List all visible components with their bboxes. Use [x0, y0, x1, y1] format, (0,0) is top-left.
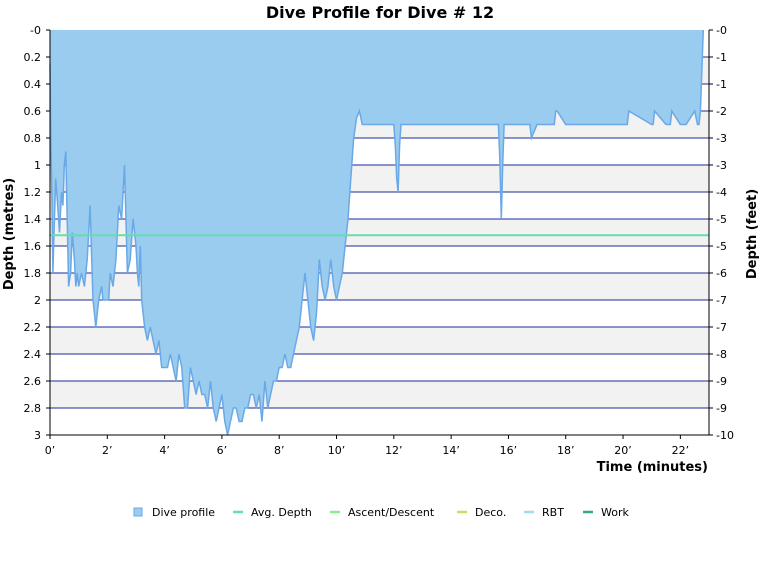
- y-tick-right-label: -5: [716, 213, 727, 226]
- x-tick-label: 2’: [102, 444, 113, 457]
- y-tick-left-label: 0.8: [24, 132, 42, 145]
- x-tick-label: 16’: [500, 444, 518, 457]
- y-tick-right-label: -2: [716, 105, 727, 118]
- dive-profile-area: [50, 30, 704, 435]
- chart-title: Dive Profile for Dive # 12: [266, 3, 494, 22]
- y-tick-left-label: 1.8: [24, 267, 42, 280]
- y-tick-right-label: -5: [716, 240, 727, 253]
- y-tick-right-label: -0: [716, 24, 727, 37]
- y-axis-title-left: Depth (metres): [2, 178, 17, 290]
- x-tick-label: 12’: [385, 444, 403, 457]
- y-tick-left-label: 1.4: [24, 213, 42, 226]
- legend-swatch-dive-profile: [133, 507, 143, 517]
- y-tick-right-label: -1: [716, 78, 727, 91]
- grid-band: [50, 354, 709, 381]
- y-tick-left-label: 0.2: [24, 51, 42, 64]
- y-tick-left-label: 3: [34, 429, 41, 442]
- y-axis-title-right: Depth (feet): [745, 189, 760, 279]
- y-tick-right-label: -8: [716, 348, 727, 361]
- x-tick-label: 6’: [217, 444, 228, 457]
- grid-band: [50, 408, 709, 435]
- dive-profile-area-layer: [49, 29, 705, 436]
- x-ticks: 0’ 2’ 4’ 6’ 8’ 10’ 12’ 14’ 16’ 18’ 20’ 22’: [45, 435, 689, 457]
- x-tick-label: 20’: [614, 444, 632, 457]
- y-tick-right-label: -7: [716, 321, 727, 334]
- y-tick-right-label: -6: [716, 267, 727, 280]
- y-tick-right-label: -9: [716, 402, 727, 415]
- y-tick-left-label: 0.6: [24, 105, 42, 118]
- legend-label: Dive profile: [152, 506, 215, 519]
- legend-label: Avg. Depth: [251, 506, 312, 519]
- x-tick-label: 22’: [672, 444, 690, 457]
- x-tick-label: 8’: [274, 444, 285, 457]
- x-tick-label: 0’: [45, 444, 56, 457]
- y-tick-right-label: -7: [716, 294, 727, 307]
- y-ticks-right: -0 -1 -1 -2 -3 -3 -4 -5 -5 -6 -7 -7 -8 -9 -9 -10: [709, 24, 734, 442]
- y-tick-left-label: 0.4: [24, 78, 42, 91]
- legend-label: RBT: [542, 506, 564, 519]
- x-tick-label: 10’: [328, 444, 346, 457]
- y-tick-left-label: 1.6: [24, 240, 42, 253]
- y-tick-right-label: -1: [716, 51, 727, 64]
- x-tick-label: 14’: [442, 444, 460, 457]
- x-axis-title: Time (minutes): [597, 460, 708, 475]
- y-tick-right-label: -9: [716, 375, 727, 388]
- y-tick-right-label: -3: [716, 159, 727, 172]
- y-tick-left-label: 1: [34, 159, 41, 172]
- y-tick-left-label: 2.8: [24, 402, 42, 415]
- y-tick-right-label: -10: [716, 429, 734, 442]
- dive-profile-line: [49, 29, 705, 436]
- y-tick-left-label: 2: [34, 294, 41, 307]
- y-tick-left-label: 1.2: [24, 186, 42, 199]
- y-tick-left-label: 2.2: [24, 321, 42, 334]
- legend-label: Ascent/Descent: [348, 506, 435, 519]
- legend: Dive profile Avg. Depth Ascent/Descent Deco…: [133, 506, 629, 519]
- y-tick-left-label: -0: [30, 24, 41, 37]
- grid-band: [50, 381, 709, 408]
- y-ticks-left: -0 0.2 0.4 0.6 0.8 1 1.2 1.4 1.6 1.8 2 2.2 2.4 2.6 2.8…: [24, 24, 50, 442]
- legend-label: Deco.: [475, 506, 506, 519]
- y-tick-right-label: -3: [716, 132, 727, 145]
- x-tick-label: 18’: [557, 444, 575, 457]
- y-tick-left-label: 2.6: [24, 375, 42, 388]
- legend-label: Work: [601, 506, 629, 519]
- y-tick-right-label: -4: [716, 186, 727, 199]
- axes: [49, 30, 710, 436]
- x-tick-label: 4’: [159, 444, 170, 457]
- y-tick-left-label: 2.4: [24, 348, 42, 361]
